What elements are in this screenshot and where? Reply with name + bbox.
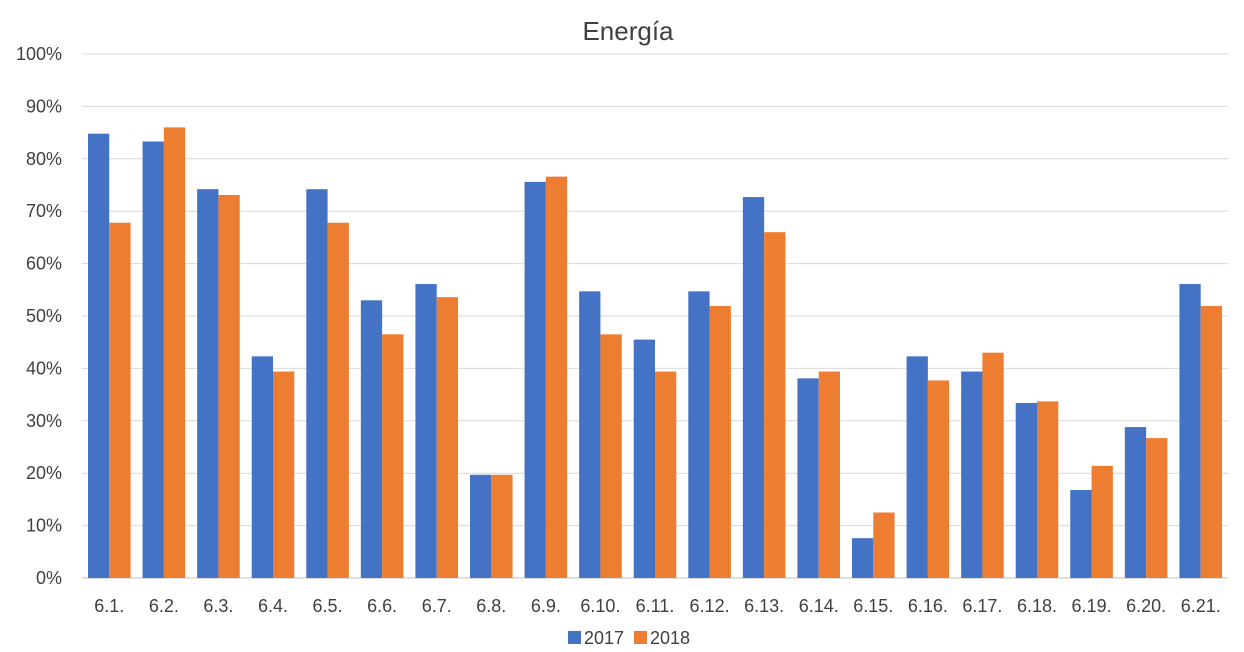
bar-2018-6-12 — [709, 306, 731, 578]
bar-2017-6-11 — [633, 339, 655, 578]
x-tick-label: 6.20. — [1126, 596, 1166, 616]
bar-2017-6-4 — [251, 356, 273, 578]
x-tick-label: 6.18. — [1017, 596, 1057, 616]
bar-2017-6-14 — [797, 378, 819, 578]
bar-2018-6-3 — [218, 194, 240, 578]
x-tick-label: 6.9. — [531, 596, 561, 616]
bar-2018-6-19 — [1091, 465, 1113, 578]
x-axis-ticks: 6.1. 6.2. 6.3. 6.4. 6.5. 6.6. 6.7. 6.8. 6.9. 6.10… — [94, 596, 1220, 616]
chart-title: Energía — [582, 16, 674, 46]
bar-2018-6-18 — [1037, 401, 1059, 578]
bar-2018-6-20 — [1146, 438, 1168, 578]
bar-2018-6-4 — [273, 371, 295, 578]
bar-2018-6-17 — [982, 352, 1004, 578]
x-tick-label: 6.16. — [908, 596, 948, 616]
bar-2018-6-21 — [1200, 306, 1222, 578]
bar-2018-6-10 — [600, 334, 622, 578]
y-tick-label: 70% — [26, 201, 62, 221]
bar-2018-6-5 — [327, 222, 349, 578]
bar-2017-6-16 — [906, 356, 928, 578]
x-tick-label: 6.4. — [258, 596, 288, 616]
x-tick-label: 6.1. — [94, 596, 124, 616]
y-tick-label: 20% — [26, 463, 62, 483]
bar-2018-6-14 — [818, 371, 840, 578]
bar-2017-6-17 — [961, 371, 983, 578]
y-tick-label: 10% — [26, 516, 62, 536]
bar-2017-6-7 — [415, 284, 437, 578]
bar-2018-6-1 — [109, 222, 131, 578]
x-tick-label: 6.17. — [962, 596, 1002, 616]
y-tick-label: 0% — [36, 568, 62, 588]
bar-2017-6-5 — [306, 189, 328, 578]
x-tick-label: 6.11. — [636, 596, 675, 616]
bar-2018-6-7 — [436, 297, 458, 578]
legend-swatch-2017 — [568, 631, 581, 644]
bar-2018-6-2 — [163, 127, 186, 579]
y-tick-label: 60% — [26, 254, 62, 274]
x-tick-label: 6.15. — [853, 596, 893, 616]
bar-2017-6-20 — [1124, 427, 1147, 578]
bar-2017-6-9 — [524, 181, 546, 578]
x-tick-label: 6.7. — [422, 596, 452, 616]
bar-2017-6-1 — [88, 133, 110, 578]
bar-2017-6-10 — [579, 291, 601, 578]
y-tick-label: 50% — [26, 306, 62, 326]
legend: 2017 2018 — [568, 628, 690, 648]
bar-2017-6-19 — [1070, 489, 1092, 578]
bar-2017-6-15 — [852, 538, 874, 578]
x-tick-label: 6.14. — [799, 596, 839, 616]
bar-2018-6-6 — [382, 334, 404, 578]
y-tick-label: 30% — [26, 411, 62, 431]
y-tick-label: 80% — [26, 149, 62, 169]
bar-2017-6-12 — [688, 291, 710, 578]
legend-swatch-2018 — [634, 631, 647, 644]
x-tick-label: 6.19. — [1072, 596, 1112, 616]
x-tick-label: 6.5. — [313, 596, 343, 616]
x-tick-label: 6.6. — [367, 596, 397, 616]
x-tick-label: 6.2. — [149, 596, 179, 616]
bar-2018-6-9 — [545, 176, 568, 578]
bar-2017-6-6 — [360, 300, 383, 578]
legend-label-2017: 2017 — [584, 628, 624, 648]
x-tick-label: 6.21. — [1181, 596, 1221, 616]
legend-label-2018: 2018 — [650, 628, 690, 648]
bar-2018-6-8 — [491, 474, 513, 578]
bar-2018-6-13 — [764, 232, 786, 578]
y-tick-label: 40% — [26, 358, 62, 378]
bars — [88, 127, 1222, 579]
y-axis-ticks: 0% 10% 20% 30% 40% 50% 60% 70% 80% 90% 100% — [16, 44, 62, 588]
x-tick-label: 6.8. — [476, 596, 506, 616]
bar-2018-6-16 — [927, 380, 950, 578]
y-tick-label: 100% — [16, 44, 62, 64]
bar-2017-6-8 — [470, 474, 492, 578]
x-tick-label: 6.10. — [580, 596, 620, 616]
x-tick-label: 6.3. — [203, 596, 233, 616]
bar-2017-6-13 — [742, 197, 765, 578]
y-tick-label: 90% — [26, 96, 62, 116]
x-tick-label: 6.13. — [744, 596, 784, 616]
bar-2017-6-21 — [1179, 284, 1201, 578]
bar-2018-6-11 — [655, 371, 677, 578]
bar-2017-6-2 — [142, 141, 164, 578]
bar-2017-6-3 — [197, 189, 219, 578]
bar-2017-6-18 — [1015, 402, 1037, 578]
bar-2018-6-15 — [873, 512, 895, 578]
x-tick-label: 6.12. — [690, 596, 730, 616]
